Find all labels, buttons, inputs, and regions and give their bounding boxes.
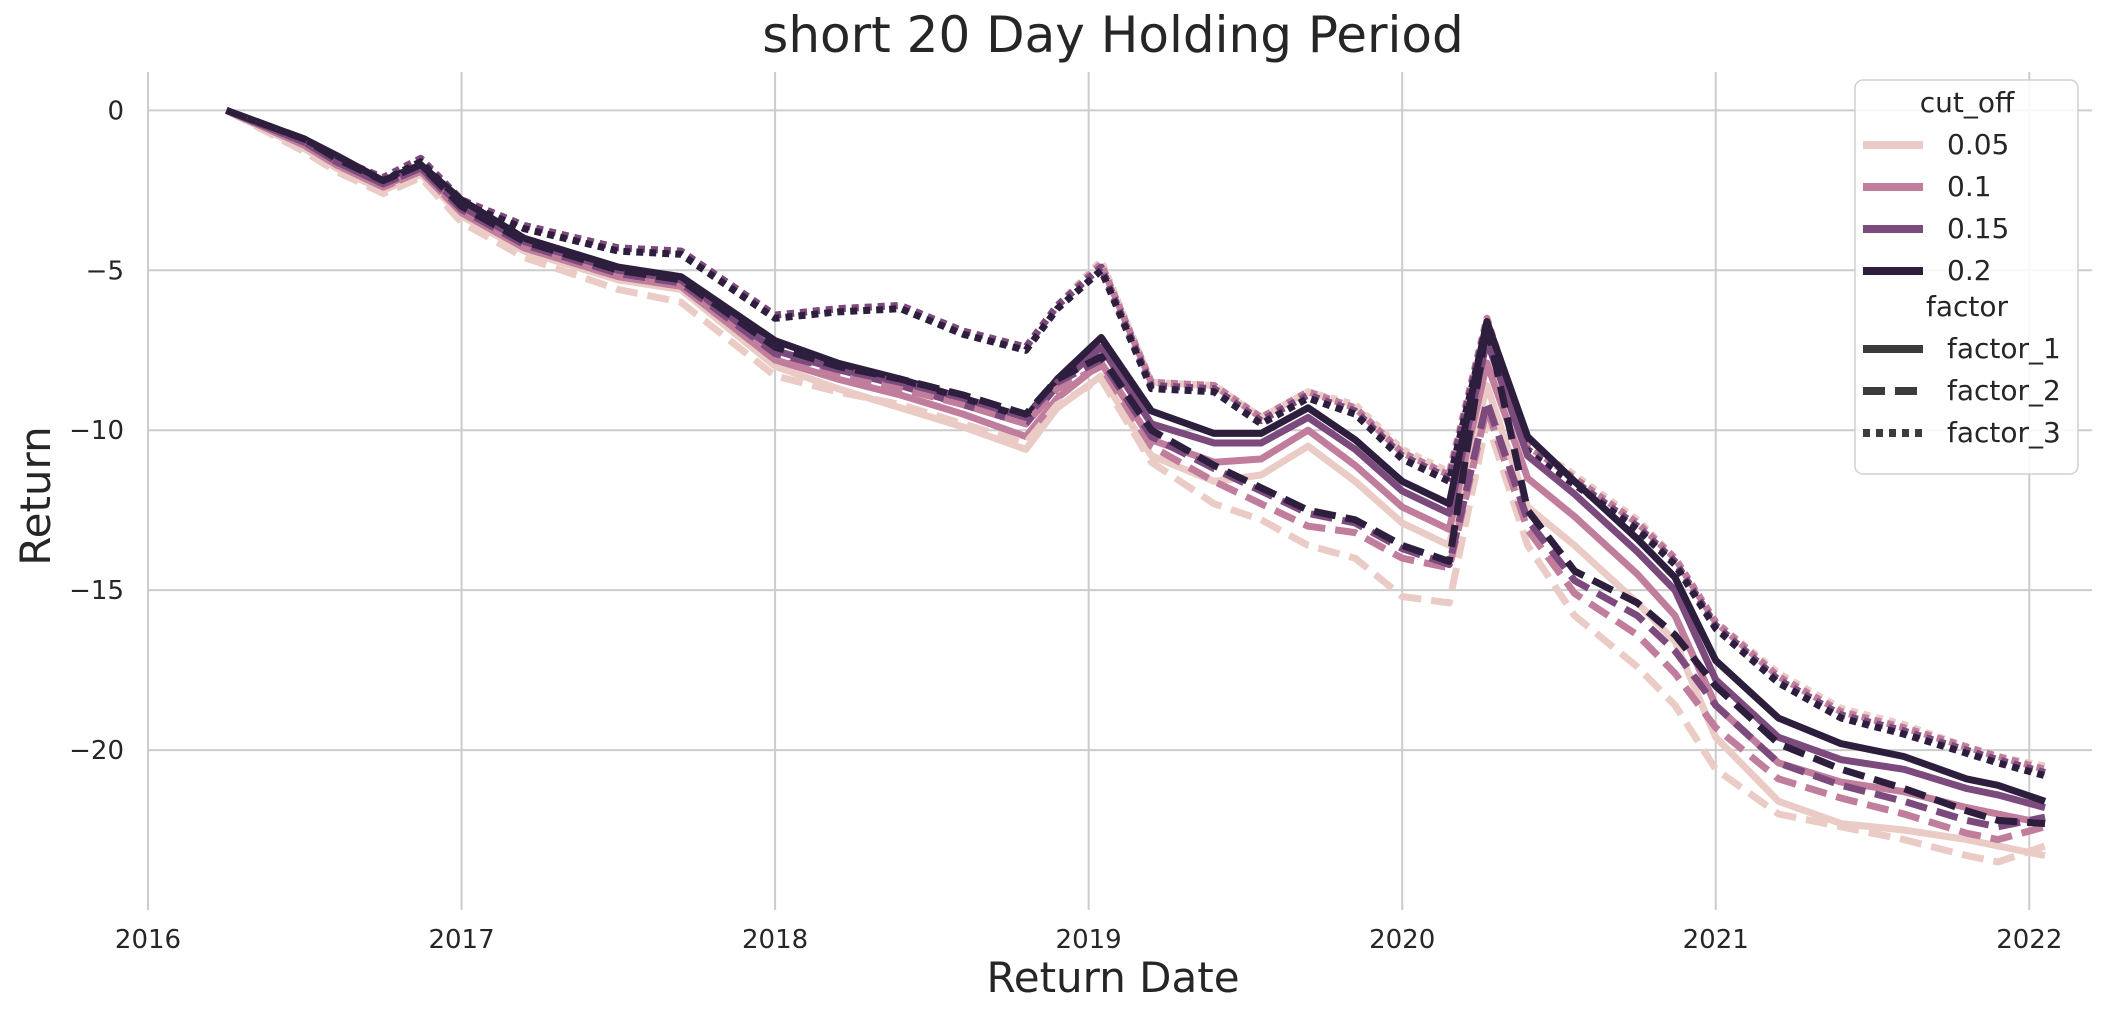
x-tick-label: 2021 — [1683, 925, 1749, 955]
y-tick-label: −15 — [69, 576, 124, 606]
legend-entry-factor: factor_3 — [1947, 416, 2061, 449]
series-line-factor_1-cutoff-0.15 — [225, 107, 2046, 811]
series-line-factor_3-cutoff-0.2 — [225, 107, 2046, 780]
chart-title: short 20 Day Holding Period — [762, 6, 1463, 64]
legend-frame — [1854, 79, 2079, 475]
series-line-factor_2-cutoff-0.2 — [225, 107, 2046, 828]
legend-entry-cutoff: 0.2 — [1947, 254, 1992, 287]
legend-title-cutoff: cut_off — [1920, 86, 2015, 119]
x-axis-ticks: 2016 2017 2018 2019 2020 2021 2022 — [115, 925, 2062, 955]
y-axis-ticks: 0 −5 −10 −15 −20 — [69, 96, 124, 766]
x-axis-label: Return Date — [986, 953, 1239, 1002]
y-tick-label: −5 — [86, 256, 124, 286]
x-tick-label: 2020 — [1369, 925, 1435, 955]
y-axis-label: Return — [11, 426, 60, 565]
legend-entry-factor: factor_1 — [1947, 332, 2061, 365]
x-tick-label: 2019 — [1056, 925, 1122, 955]
x-tick-label: 2017 — [428, 925, 494, 955]
x-tick-label: 2016 — [115, 925, 181, 955]
x-tick-label: 2018 — [742, 925, 808, 955]
y-tick-label: 0 — [107, 96, 124, 126]
legend-entry-cutoff: 0.15 — [1947, 212, 2009, 245]
legend-entry-cutoff: 0.05 — [1947, 128, 2009, 161]
y-tick-label: −20 — [69, 736, 124, 766]
y-tick-label: −10 — [69, 416, 124, 446]
series-line-factor_2-cutoff-0.05 — [224, 107, 2047, 866]
series-lines — [224, 107, 2047, 866]
x-tick-label: 2022 — [1996, 925, 2062, 955]
legend-entry-factor: factor_2 — [1947, 374, 2061, 407]
legend-title-factor: factor — [1926, 290, 2009, 323]
legend-entry-cutoff: 0.1 — [1947, 170, 1992, 203]
series-line-factor_1-cutoff-0.2 — [225, 107, 2047, 805]
